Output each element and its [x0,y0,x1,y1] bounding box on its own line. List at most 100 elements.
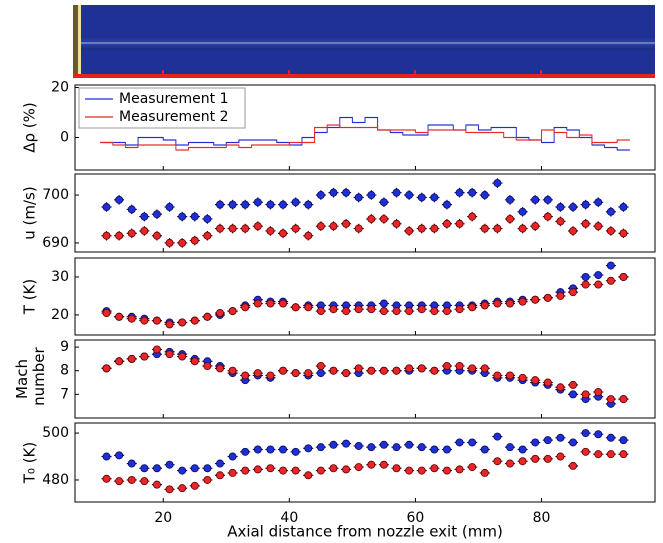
marker [304,444,313,453]
marker [505,371,514,380]
marker [152,464,161,473]
marker [253,369,262,378]
marker [241,447,250,456]
y-axis-label: Δρ (%) [21,102,39,153]
schlieren-image [73,5,655,78]
marker [430,366,439,375]
marker [178,318,187,327]
marker [304,471,313,480]
marker [480,445,489,454]
marker [190,464,199,473]
marker [342,465,351,474]
y-tick-label: 8 [60,363,69,379]
marker [569,380,578,389]
marker [581,429,590,438]
marker [102,308,111,317]
marker [127,314,136,323]
x-tick-label: 80 [533,510,551,526]
marker [619,436,628,445]
marker [417,224,426,233]
panel: 0 20 Δρ (%) Measurement 1 Measurement 2 [21,80,656,171]
marker [329,440,338,449]
marker [241,466,250,475]
y-tick-label: 480 [42,472,69,488]
marker [518,224,527,233]
marker [531,295,540,304]
marker [594,430,603,439]
y-tick-label: 0 [60,130,69,146]
marker [215,471,224,480]
marker [190,236,199,245]
marker [291,447,300,456]
marker [392,219,401,228]
marker [405,307,414,316]
marker [619,203,628,212]
marker [140,352,149,361]
marker [493,457,502,466]
marker [316,369,325,378]
marker [152,210,161,219]
marker [505,195,514,204]
marker [266,299,275,308]
marker [531,222,540,231]
marker [531,438,540,447]
marker [417,443,426,452]
marker [253,445,262,454]
marker [569,438,578,447]
marker [115,477,124,486]
marker [619,229,628,238]
marker [392,366,401,375]
marker [606,276,615,285]
marker [367,191,376,200]
marker [569,226,578,235]
marker [480,224,489,233]
marker [442,466,451,475]
marker [606,433,615,442]
marker [165,460,174,469]
marker [203,312,212,321]
marker [430,464,439,473]
marker [581,219,590,228]
marker [480,191,489,200]
marker [581,272,590,281]
marker [291,224,300,233]
marker [518,445,527,454]
marker [316,222,325,231]
marker [405,466,414,475]
marker [203,231,212,240]
marker [594,198,603,207]
marker [215,459,224,468]
plot-frame [74,257,656,336]
marker [379,299,388,308]
marker [127,475,136,484]
marker [342,307,351,316]
marker [442,361,451,370]
marker [531,454,540,463]
marker [253,465,262,474]
marker [543,378,552,387]
marker [569,461,578,470]
marker [493,299,502,308]
marker [619,395,628,404]
marker [215,200,224,209]
marker [178,466,187,475]
marker [354,193,363,202]
marker [140,477,149,486]
marker [392,307,401,316]
marker [379,214,388,223]
marker [115,231,124,240]
marker [329,366,338,375]
marker [455,465,464,474]
marker [228,366,237,375]
marker [102,474,111,483]
marker [253,198,262,207]
marker [430,307,439,316]
marker [354,364,363,373]
marker [203,475,212,484]
marker [505,459,514,468]
y-tick-label: 20 [51,307,69,323]
marker [354,441,363,450]
marker [266,371,275,380]
marker [442,307,451,316]
